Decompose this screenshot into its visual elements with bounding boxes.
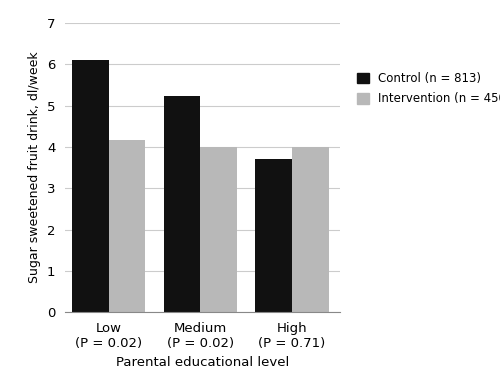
Legend: Control (n = 813), Intervention (n = 450): Control (n = 813), Intervention (n = 450… <box>357 72 500 105</box>
Bar <box>292 147 329 312</box>
Bar <box>108 139 145 312</box>
Bar <box>255 158 292 312</box>
X-axis label: Parental educational level: Parental educational level <box>116 356 289 369</box>
Bar <box>200 147 237 312</box>
Y-axis label: Sugar sweetened fruit drink, dl/week: Sugar sweetened fruit drink, dl/week <box>28 52 41 283</box>
Bar <box>72 60 108 312</box>
Bar <box>164 96 200 312</box>
